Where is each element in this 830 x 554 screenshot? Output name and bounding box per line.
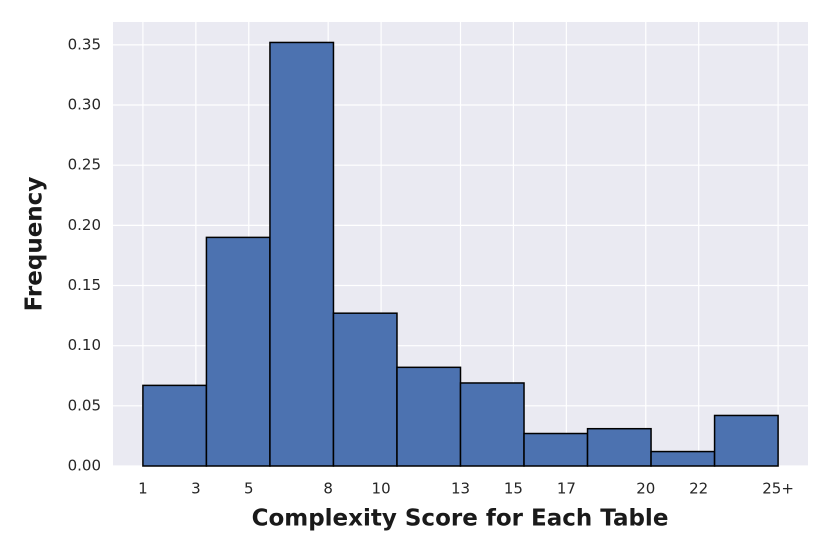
bar (269, 41, 335, 467)
y-tick-label: 0.05 (68, 396, 101, 414)
x-tick-label: 25+ (762, 480, 794, 498)
x-tick-label: 13 (451, 480, 470, 498)
y-tick-label: 0.15 (68, 276, 101, 294)
x-tick-label: 20 (636, 480, 655, 498)
bar (586, 427, 652, 467)
x-tick-label: 8 (323, 480, 333, 498)
bar (142, 384, 208, 467)
bar (523, 432, 589, 467)
y-tick-label: 0.35 (68, 35, 101, 53)
bar (713, 414, 779, 467)
x-tick-label: 10 (372, 480, 391, 498)
y-axis-label: Frequency (22, 177, 48, 312)
x-tick-label: 22 (689, 480, 708, 498)
x-tick-label: 17 (557, 480, 576, 498)
x-tick-label: 5 (244, 480, 254, 498)
bar (650, 450, 716, 467)
bar (459, 382, 525, 467)
x-axis-label: Complexity Score for Each Table (252, 506, 669, 532)
x-tick-label: 15 (504, 480, 523, 498)
bar (332, 312, 398, 467)
bar (396, 366, 462, 467)
x-tick-label: 1 (138, 480, 148, 498)
bar (205, 236, 271, 467)
y-tick-label: 0.25 (68, 156, 101, 174)
y-tick-label: 0.00 (68, 457, 101, 475)
y-tick-label: 0.30 (68, 96, 101, 114)
x-tick-label: 3 (191, 480, 201, 498)
y-tick-label: 0.10 (68, 336, 101, 354)
y-tick-label: 0.20 (68, 216, 101, 234)
